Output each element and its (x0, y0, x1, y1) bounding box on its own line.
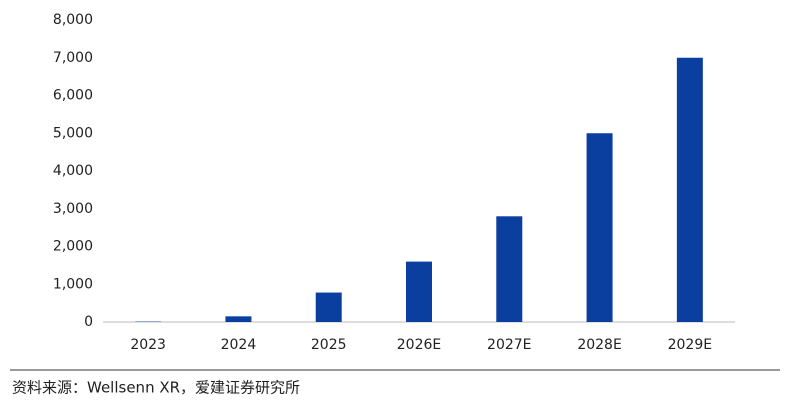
y-tick-label: 0 (84, 314, 93, 330)
bar (315, 292, 342, 322)
bar (225, 316, 252, 322)
bar (676, 57, 703, 322)
x-tick-label: 2028E (577, 337, 621, 353)
bar (586, 133, 613, 322)
y-tick-label: 1,000 (53, 276, 93, 292)
x-tick-label: 2025 (311, 337, 347, 353)
y-tick-label: 6,000 (53, 88, 93, 104)
y-tick-label: 5,000 (53, 125, 93, 141)
y-tick-label: 8,000 (53, 12, 93, 28)
y-tick-label: 7,000 (53, 50, 93, 66)
x-tick-label: 2029E (668, 337, 712, 353)
x-tick-label: 2026E (397, 337, 441, 353)
y-tick-label: 3,000 (53, 201, 93, 217)
bar (496, 216, 523, 322)
bar (406, 261, 432, 322)
y-tick-label: 2,000 (53, 239, 93, 255)
source-note: 资料来源：Wellsenn XR，爱建证券研究所 (12, 379, 300, 397)
x-tick-label: 2023 (130, 337, 166, 353)
x-tick-label: 2024 (221, 337, 257, 353)
x-tick-label: 2027E (487, 337, 531, 353)
y-tick-label: 4,000 (53, 163, 93, 179)
